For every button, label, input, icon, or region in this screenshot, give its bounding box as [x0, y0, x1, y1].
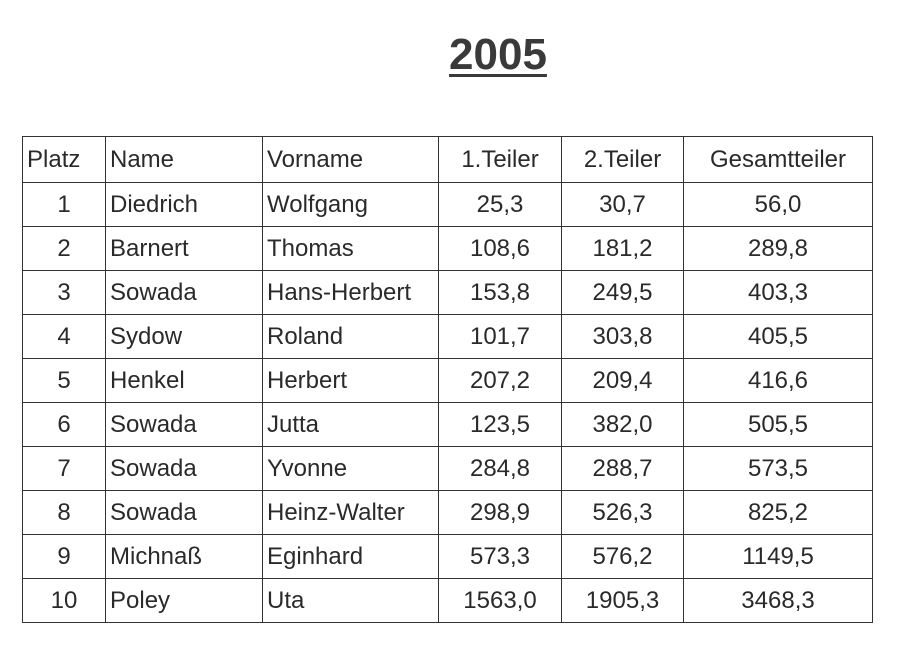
table-cell: 101,7: [438, 314, 562, 359]
table-cell: 207,2: [438, 358, 562, 403]
table-cell: 526,3: [561, 490, 684, 535]
table-row: 5 Henkel Herbert 207,2 209,4 416,6: [22, 358, 873, 403]
table-cell: 5: [22, 358, 106, 403]
results-table: Platz Name Vorname 1.Teiler 2.Teiler Gesamtte…: [22, 136, 873, 623]
table-cell: Sowada: [105, 402, 263, 447]
table-cell: 181,2: [561, 226, 684, 271]
table-cell: Eginhard: [262, 534, 439, 579]
table-cell: 298,9: [438, 490, 562, 535]
table-cell: 573,3: [438, 534, 562, 579]
table-cell: 4: [22, 314, 106, 359]
table-cell: 10: [22, 578, 106, 623]
table-cell: 3468,3: [683, 578, 873, 623]
table-cell: 303,8: [561, 314, 684, 359]
table-cell: 108,6: [438, 226, 562, 271]
table-cell: 8: [22, 490, 106, 535]
table-cell: Sydow: [105, 314, 263, 359]
table-cell: Sowada: [105, 490, 263, 535]
table-cell: 289,8: [683, 226, 873, 271]
table-cell: 2: [22, 226, 106, 271]
table-cell: Sowada: [105, 446, 263, 491]
table-cell: 1: [22, 182, 106, 227]
column-header: Name: [105, 136, 263, 183]
table-cell: Uta: [262, 578, 439, 623]
table-cell: Jutta: [262, 402, 439, 447]
table-cell: 25,3: [438, 182, 562, 227]
table-cell: 6: [22, 402, 106, 447]
table-cell: 284,8: [438, 446, 562, 491]
table-row: 6 Sowada Jutta 123,5 382,0 505,5: [22, 402, 873, 447]
table-cell: Diedrich: [105, 182, 263, 227]
table-cell: 576,2: [561, 534, 684, 579]
table-row: 2 Barnert Thomas 108,6 181,2 289,8: [22, 226, 873, 271]
table-cell: Poley: [105, 578, 263, 623]
table-cell: 56,0: [683, 182, 873, 227]
table-cell: 505,5: [683, 402, 873, 447]
table-cell: Thomas: [262, 226, 439, 271]
table-row: 4 Sydow Roland 101,7 303,8 405,5: [22, 314, 873, 359]
table-cell: Hans-Herbert: [262, 270, 439, 315]
table-cell: Wolfgang: [262, 182, 439, 227]
table-cell: 382,0: [561, 402, 684, 447]
table-cell: Herbert: [262, 358, 439, 403]
table-cell: Michnaß: [105, 534, 263, 579]
header-row: Platz Name Vorname 1.Teiler 2.Teiler Gesamtte…: [22, 136, 873, 183]
table-cell: 209,4: [561, 358, 684, 403]
table-cell: Roland: [262, 314, 439, 359]
column-header: 2.Teiler: [561, 136, 684, 183]
table-cell: 30,7: [561, 182, 684, 227]
table-cell: Sowada: [105, 270, 263, 315]
table-row: 7 Sowada Yvonne 284,8 288,7 573,5: [22, 446, 873, 491]
table-cell: 416,6: [683, 358, 873, 403]
column-header: Gesamtteiler: [683, 136, 873, 183]
table-row: 1 Diedrich Wolfgang 25,3 30,7 56,0: [22, 182, 873, 227]
table-cell: 123,5: [438, 402, 562, 447]
table-cell: Henkel: [105, 358, 263, 403]
table-cell: 1149,5: [683, 534, 873, 579]
table-cell: Heinz-Walter: [262, 490, 439, 535]
table-row: 9 Michnaß Eginhard 573,3 576,2 1149,5: [22, 534, 873, 579]
column-header: 1.Teiler: [438, 136, 562, 183]
table-cell: 1563,0: [438, 578, 562, 623]
table-cell: 288,7: [561, 446, 684, 491]
table-cell: Yvonne: [262, 446, 439, 491]
table-cell: 249,5: [561, 270, 684, 315]
column-header: Vorname: [262, 136, 439, 183]
table-body: 1 Diedrich Wolfgang 25,3 30,7 56,0 2 Barnert Tho…: [22, 182, 873, 623]
table-row: 3 Sowada Hans-Herbert 153,8 249,5 403,3: [22, 270, 873, 315]
table-cell: 825,2: [683, 490, 873, 535]
table-cell: 7: [22, 446, 106, 491]
table-row: 8 Sowada Heinz-Walter 298,9 526,3 825,2: [22, 490, 873, 535]
table-cell: Barnert: [105, 226, 263, 271]
table-cell: 403,3: [683, 270, 873, 315]
table-cell: 153,8: [438, 270, 562, 315]
title: 2005: [449, 30, 547, 79]
table-cell: 1905,3: [561, 578, 684, 623]
table-cell: 3: [22, 270, 106, 315]
table-cell: 9: [22, 534, 106, 579]
table-cell: 405,5: [683, 314, 873, 359]
table-row: 10 Poley Uta 1563,0 1905,3 3468,3: [22, 578, 873, 623]
column-header: Platz: [22, 136, 106, 183]
table-cell: 573,5: [683, 446, 873, 491]
